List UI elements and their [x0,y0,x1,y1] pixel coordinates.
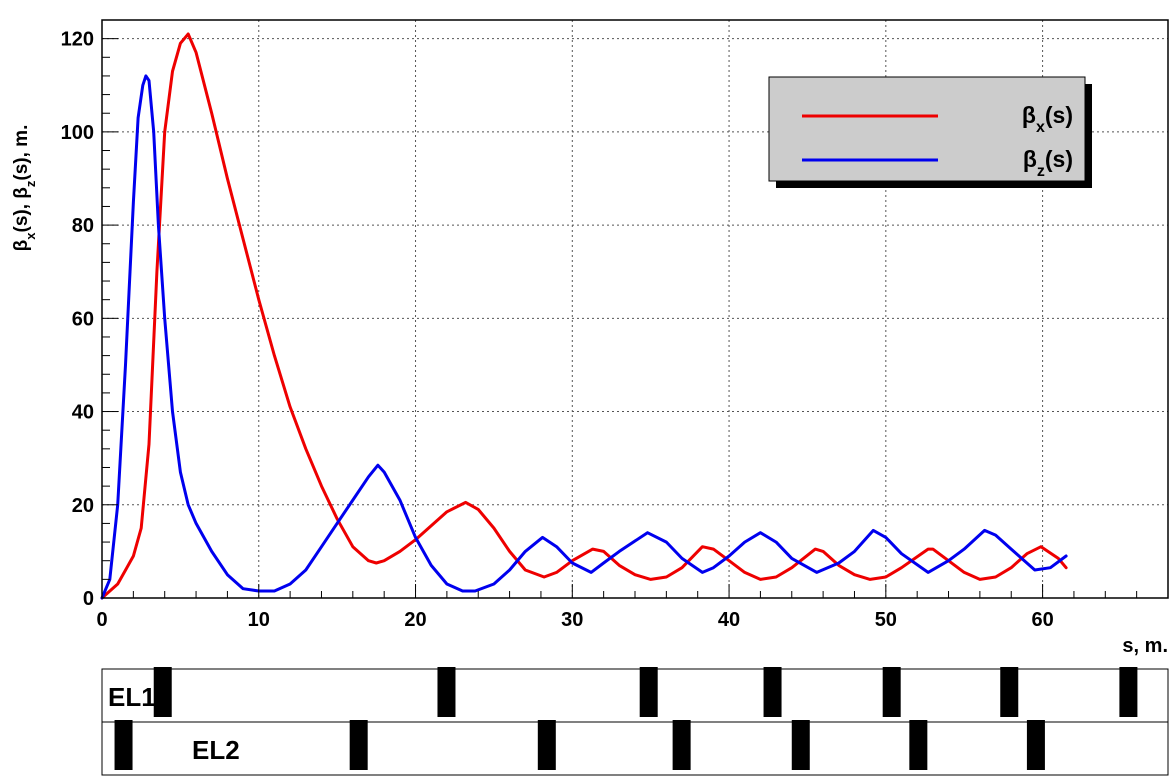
y-tick-label: 20 [72,495,94,517]
series-line-beta-z [100,74,1068,600]
x-tick-label: 30 [561,609,583,631]
y-tick-label: 120 [61,29,94,51]
series-line-beta-x [100,32,1068,600]
x-tick-label: 60 [1031,609,1053,631]
legend-entry-label: βx(s) [1022,102,1073,136]
lattice-element [153,667,172,717]
lattice-element [672,720,691,770]
y-axis-label: βx(s), βz(s), m. [11,125,38,252]
x-tick-label: 20 [404,609,426,631]
x-axis-label: s, m. [1122,635,1168,657]
lattice-element [763,667,782,717]
lattice-diagram: EL1 EL2 [101,667,1169,776]
lattice-element [349,720,368,770]
series-lines [100,32,1068,600]
lattice-element [791,720,810,770]
lattice-row-label: EL2 [192,735,240,765]
x-tick-label: 50 [875,609,897,631]
lattice-element [437,667,456,717]
lattice-element [882,667,901,717]
lattice-element [1000,667,1019,717]
lattice-element [639,667,658,717]
legend-entry-label: βz(s) [1023,146,1073,180]
x-tick-label: 0 [96,609,107,631]
y-tick-label: 40 [72,402,94,424]
lattice-element [537,720,556,770]
x-tick-label: 40 [718,609,740,631]
x-tick-label: 10 [248,609,270,631]
lattice-element [909,720,928,770]
lattice-element [1119,667,1138,717]
legend-box [768,76,1086,182]
y-tick-label: 80 [72,215,94,237]
y-tick-label: 0 [83,588,94,610]
legend: βx(s) βz(s) [768,76,1092,188]
y-tick-label: 60 [72,308,94,330]
lattice-element [114,720,133,770]
y-tick-label: 100 [61,122,94,144]
axes: 0 10 20 30 40 50 60 0 20 40 60 80 100 120 [61,19,1169,631]
lattice-element [1026,720,1045,770]
lattice-row-label: EL1 [108,682,156,712]
